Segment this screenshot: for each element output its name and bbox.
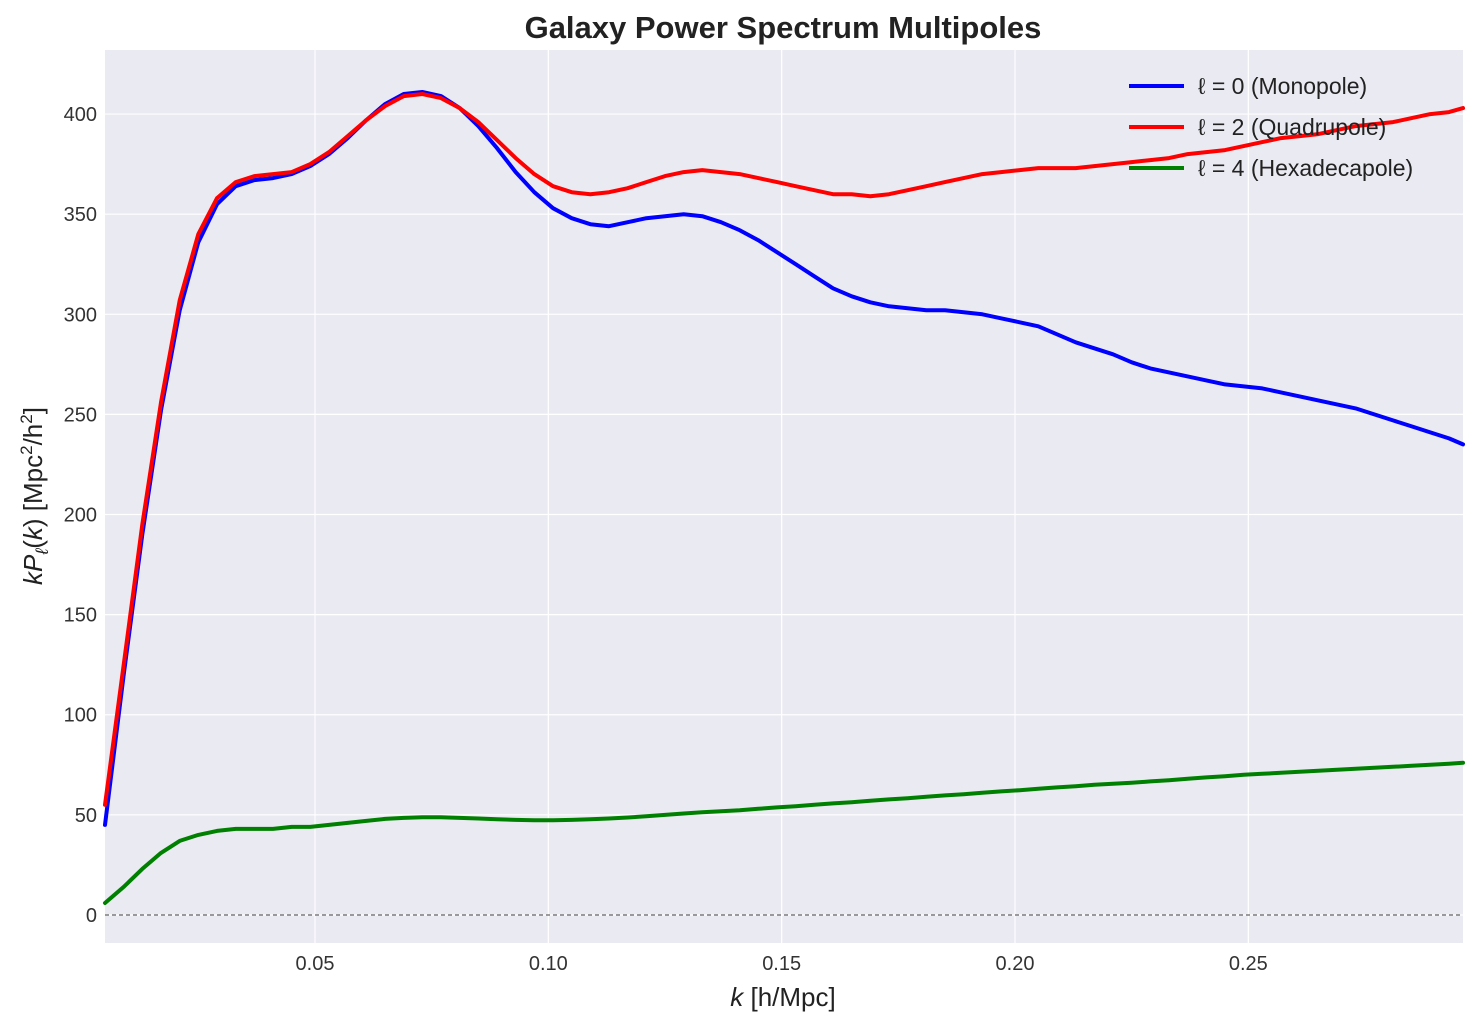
x-tick-labels: 0.05 0.10 0.15 0.20 0.25 bbox=[296, 953, 1268, 975]
y-axis-label: kPℓ(k) [Mpc2/h2] bbox=[17, 407, 52, 585]
chart-title: Galaxy Power Spectrum Multipoles bbox=[525, 10, 1042, 45]
y-tick-label: 300 bbox=[64, 304, 97, 326]
x-tick-label: 0.15 bbox=[762, 953, 801, 975]
x-tick-label: 0.20 bbox=[996, 953, 1035, 975]
y-tick-labels: 0 50 100 150 200 250 300 350 400 bbox=[64, 104, 97, 927]
y-tick-label: 0 bbox=[86, 905, 97, 927]
plot-area bbox=[105, 50, 1463, 943]
x-axis-label: k [h/Mpc] bbox=[730, 982, 835, 1012]
y-tick-label: 100 bbox=[64, 705, 97, 727]
y-tick-label: 50 bbox=[75, 805, 97, 827]
legend-label-1: ℓ = 2 (Quadrupole) bbox=[1198, 114, 1386, 140]
series-layer bbox=[103, 90, 1465, 905]
y-tick-label: 350 bbox=[64, 204, 97, 226]
y-tick-label: 400 bbox=[64, 104, 97, 126]
y-tick-label: 250 bbox=[64, 404, 97, 426]
series-line-1 bbox=[103, 92, 1465, 807]
y-tick-label: 150 bbox=[64, 605, 97, 627]
x-tick-label: 0.25 bbox=[1229, 953, 1268, 975]
legend: ℓ = 0 (Monopole) ℓ = 2 (Quadrupole) ℓ = 4 … bbox=[1129, 73, 1413, 181]
x-tick-label: 0.10 bbox=[529, 953, 568, 975]
series-line-2 bbox=[103, 760, 1465, 905]
legend-label-2: ℓ = 4 (Hexadecapole) bbox=[1198, 155, 1413, 181]
gridlines bbox=[105, 50, 1463, 943]
x-tick-label: 0.05 bbox=[296, 953, 335, 975]
y-tick-label: 200 bbox=[64, 505, 97, 527]
legend-label-0: ℓ = 0 (Monopole) bbox=[1198, 73, 1367, 99]
